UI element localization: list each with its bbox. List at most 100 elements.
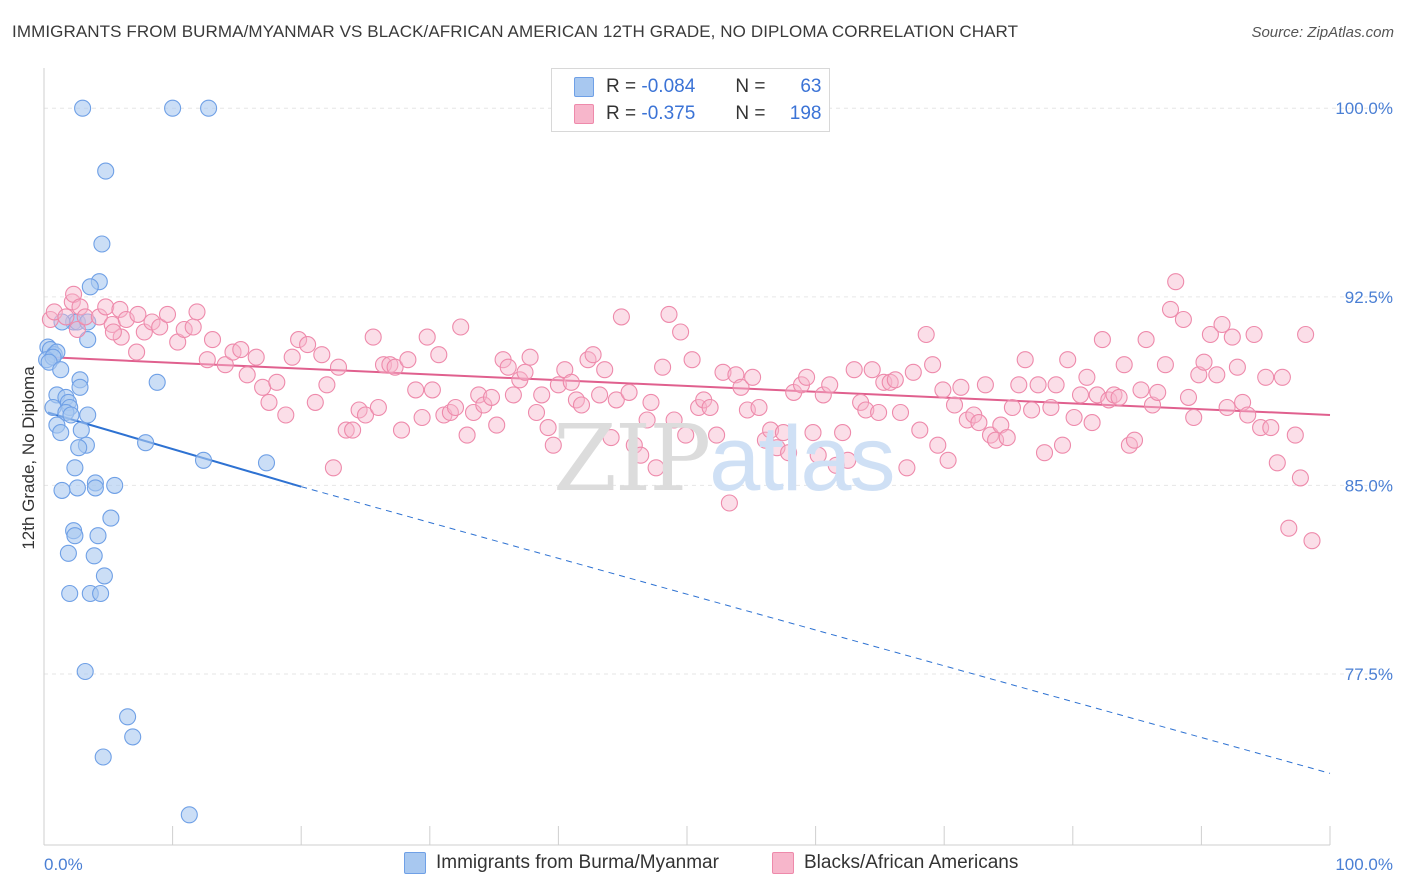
- bottom-legend-burma: Immigrants from Burma/Myanmar: [404, 852, 719, 874]
- point-black: [839, 451, 857, 469]
- point-burma: [79, 406, 97, 424]
- point-black: [290, 331, 308, 349]
- point-black: [1234, 393, 1252, 411]
- legend-r-value: -0.375: [641, 103, 696, 124]
- point-black: [539, 419, 557, 437]
- correlation-legend: R = -0.084 N = 63 R = -0.375 N = 198: [551, 68, 830, 132]
- point-black: [423, 381, 441, 399]
- point-black: [430, 346, 448, 364]
- trend-line-burma-extension: [301, 486, 1331, 774]
- point-burma: [97, 162, 115, 180]
- point-black: [929, 436, 947, 454]
- point-black: [216, 356, 234, 374]
- point-black: [399, 351, 417, 369]
- point-black: [714, 363, 732, 381]
- point-black: [533, 386, 551, 404]
- point-black: [596, 361, 614, 379]
- point-black: [1257, 368, 1275, 386]
- point-burma: [52, 424, 70, 442]
- point-black: [1286, 426, 1304, 444]
- point-black: [732, 378, 750, 396]
- point-black: [318, 376, 336, 394]
- point-black: [917, 325, 935, 344]
- point-black: [607, 391, 625, 409]
- y-tick-label: 92.5%: [1345, 288, 1393, 307]
- legend-row-black: R = -0.375 N = 198: [574, 102, 822, 126]
- point-black: [572, 396, 591, 414]
- point-black: [562, 373, 580, 391]
- point-black: [708, 426, 726, 444]
- bottom-legend-black: Blacks/African Americans: [772, 852, 1018, 874]
- point-black: [1291, 469, 1309, 487]
- point-burma: [76, 662, 94, 681]
- point-burma: [137, 434, 155, 452]
- y-tick-label: 85.0%: [1345, 476, 1393, 495]
- point-burma: [68, 479, 86, 497]
- point-black: [1280, 519, 1298, 537]
- point-black: [642, 393, 660, 411]
- point-black: [1268, 454, 1286, 472]
- point-black: [632, 446, 650, 464]
- y-axis-label: 12th Grade, No Diploma: [19, 366, 38, 550]
- point-black: [1016, 351, 1034, 369]
- point-black: [809, 446, 827, 464]
- point-burma: [70, 439, 88, 457]
- point-black: [369, 398, 387, 417]
- point-black: [549, 376, 567, 394]
- point-black: [1023, 401, 1041, 419]
- point-black: [845, 361, 863, 379]
- legend-n-value: 198: [789, 103, 822, 124]
- point-black: [970, 414, 988, 432]
- data-points: [38, 99, 1321, 824]
- point-black: [898, 459, 916, 477]
- legend-row-burma: R = -0.084 N = 63: [574, 75, 822, 99]
- point-black: [299, 336, 317, 354]
- point-black: [1208, 366, 1226, 384]
- point-burma: [61, 584, 79, 603]
- point-burma: [95, 567, 113, 585]
- point-black: [1059, 351, 1077, 369]
- point-black: [945, 396, 964, 414]
- point-black: [720, 494, 738, 512]
- point-burma: [66, 459, 84, 477]
- point-black: [952, 378, 970, 396]
- point-black: [1053, 436, 1072, 454]
- trend-lines: [47, 356, 1331, 774]
- point-burma: [74, 99, 92, 117]
- point-black: [579, 351, 597, 369]
- point-black: [821, 376, 839, 394]
- point-burma: [59, 544, 77, 562]
- point-black: [612, 308, 630, 326]
- point-black: [452, 318, 470, 336]
- bottom-legend-swatch-black: [772, 852, 794, 874]
- point-black: [1065, 408, 1083, 427]
- point-burma: [52, 361, 70, 379]
- point-black: [1228, 358, 1246, 376]
- point-black: [567, 391, 585, 409]
- point-black: [1179, 388, 1198, 406]
- point-black: [203, 331, 222, 349]
- point-black: [1156, 356, 1174, 374]
- point-black: [798, 368, 816, 386]
- point-black: [283, 348, 301, 366]
- point-burma: [93, 235, 111, 253]
- tick-labels: 77.5% 85.0% 92.5% 100.0% 0.0% 100.0%: [44, 99, 1393, 874]
- point-black: [184, 318, 202, 336]
- bottom-legend-swatch-burma: [404, 852, 426, 874]
- point-black: [337, 421, 355, 439]
- point-black: [891, 403, 910, 422]
- point-burma: [94, 748, 112, 766]
- point-black: [129, 305, 147, 323]
- point-black: [111, 300, 129, 318]
- point-black: [68, 320, 86, 339]
- point-black: [1190, 366, 1208, 384]
- point-black: [504, 386, 522, 404]
- point-black: [1273, 368, 1291, 386]
- point-black: [188, 303, 206, 321]
- point-burma: [194, 451, 213, 469]
- point-black: [744, 368, 762, 386]
- point-black: [863, 361, 881, 379]
- point-black: [998, 429, 1016, 447]
- point-black: [1213, 315, 1231, 334]
